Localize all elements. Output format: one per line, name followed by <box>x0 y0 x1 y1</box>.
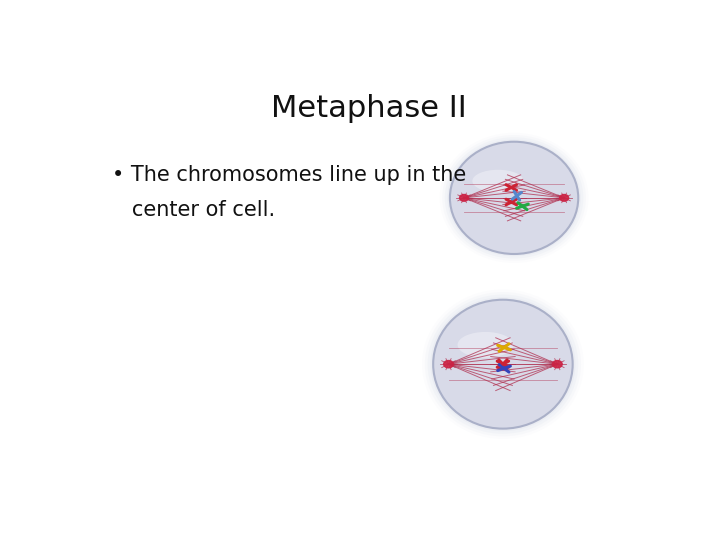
Circle shape <box>516 195 518 196</box>
Ellipse shape <box>472 170 523 192</box>
Circle shape <box>552 361 562 368</box>
Circle shape <box>503 347 505 348</box>
Ellipse shape <box>450 141 578 254</box>
Circle shape <box>559 194 569 201</box>
Circle shape <box>459 194 469 201</box>
Circle shape <box>502 363 504 364</box>
Ellipse shape <box>422 289 584 439</box>
Ellipse shape <box>440 133 588 263</box>
Circle shape <box>503 368 505 369</box>
Ellipse shape <box>428 295 578 434</box>
Text: • The chromosomes line up in the: • The chromosomes line up in the <box>112 165 467 185</box>
Ellipse shape <box>431 297 575 431</box>
Circle shape <box>444 361 454 368</box>
Ellipse shape <box>425 292 581 436</box>
Ellipse shape <box>433 300 572 429</box>
Ellipse shape <box>433 300 572 429</box>
Text: center of cell.: center of cell. <box>112 200 276 220</box>
Ellipse shape <box>445 137 583 259</box>
Text: Metaphase II: Metaphase II <box>271 94 467 123</box>
Circle shape <box>510 201 512 202</box>
Ellipse shape <box>450 141 578 254</box>
Circle shape <box>502 363 504 364</box>
Circle shape <box>522 206 523 207</box>
Ellipse shape <box>458 332 513 357</box>
Ellipse shape <box>442 135 586 261</box>
Ellipse shape <box>447 139 581 256</box>
Circle shape <box>510 187 512 188</box>
